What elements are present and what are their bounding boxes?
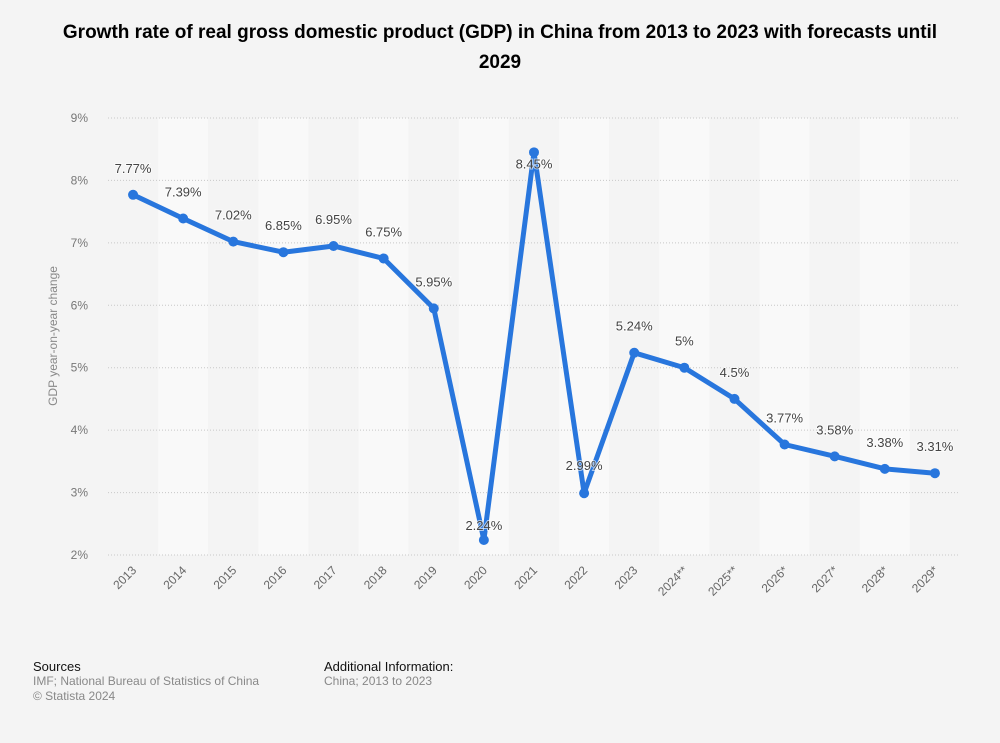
x-tick-label: 2022 — [561, 563, 590, 592]
x-tick-label: 2028* — [859, 563, 891, 595]
y-tick-label: 7% — [71, 236, 89, 250]
x-axis-ticks: 2013 2014 2015 2016 2017 2018 2019 2020 2021 2022… — [110, 563, 941, 599]
column-band — [659, 118, 710, 555]
x-tick-label: 2013 — [110, 563, 139, 592]
column-band — [408, 118, 459, 555]
y-axis-label: GDP year-on-year change — [46, 266, 60, 406]
data-label: 5% — [675, 334, 694, 349]
data-point — [929, 468, 940, 479]
y-tick-label: 5% — [71, 361, 89, 375]
data-point — [729, 393, 740, 404]
column-bands — [108, 118, 960, 555]
column-band — [208, 118, 259, 555]
sources-section: Sources IMF; National Bureau of Statisti… — [33, 659, 259, 704]
data-point — [779, 439, 790, 450]
y-tick-label: 6% — [71, 298, 89, 312]
x-tick-label: 2016 — [261, 563, 290, 592]
column-band — [609, 118, 660, 555]
x-tick-label: 2019 — [411, 563, 440, 592]
additional-info-text: China; 2013 to 2023 — [324, 674, 433, 688]
y-tick-label: 2% — [71, 548, 89, 562]
data-label: 3.58% — [816, 422, 853, 437]
column-band — [809, 118, 860, 555]
data-label: 7.77% — [115, 161, 152, 176]
data-point — [529, 147, 539, 158]
column-band — [308, 118, 359, 555]
column-band — [458, 118, 509, 555]
data-label: 5.24% — [616, 319, 653, 334]
x-tick-label: 2020 — [461, 563, 490, 592]
chart-title: Growth rate of real gross domestic produ… — [62, 22, 938, 73]
column-band — [709, 118, 760, 555]
data-point — [478, 535, 489, 546]
data-point — [428, 303, 439, 314]
x-tick-label: 2018 — [361, 563, 390, 592]
x-tick-label: 2023 — [612, 563, 641, 592]
x-tick-label: 2014 — [161, 563, 190, 592]
y-tick-label: 4% — [71, 423, 89, 437]
sources-text[interactable]: IMF; National Bureau of Statistics of Ch… — [33, 674, 260, 688]
x-tick-label: 2015 — [211, 563, 240, 592]
data-point — [879, 463, 890, 474]
line-chart: 2% 3% 4% 5% 6% 7% 8% 9% GDP year-on-year change… — [46, 111, 960, 599]
data-label: 6.85% — [265, 218, 302, 233]
data-point — [278, 247, 289, 258]
y-tick-label: 3% — [71, 486, 89, 500]
column-band — [108, 118, 159, 555]
data-point — [579, 488, 590, 499]
x-tick-label: 2029* — [909, 563, 941, 595]
y-tick-label: 8% — [71, 173, 89, 187]
x-tick-label: 2017 — [311, 563, 340, 592]
data-label: 4.5% — [720, 365, 750, 380]
data-label: 7.02% — [215, 208, 252, 223]
column-band — [258, 118, 309, 555]
copyright-text: © Statista 2024 — [33, 689, 116, 703]
data-point — [328, 240, 339, 251]
column-band — [158, 118, 209, 555]
data-label: 3.77% — [766, 411, 803, 426]
x-tick-label: 2021 — [511, 563, 540, 592]
data-point — [679, 362, 690, 373]
x-tick-label: 2027* — [809, 563, 841, 595]
data-label: 6.95% — [315, 212, 352, 227]
column-band — [859, 118, 910, 555]
column-band — [909, 118, 960, 555]
data-label: 2.24% — [465, 518, 502, 533]
x-tick-label: 2024** — [655, 563, 691, 599]
data-label: 7.39% — [165, 185, 202, 200]
column-band — [358, 118, 409, 555]
sources-heading: Sources — [33, 659, 81, 674]
data-point — [228, 236, 239, 247]
data-label: 3.38% — [866, 435, 903, 450]
data-label: 3.31% — [917, 439, 954, 454]
x-tick-label: 2026* — [759, 563, 791, 595]
data-label: 5.95% — [415, 274, 452, 289]
data-label: 2.99% — [566, 458, 603, 473]
additional-info-heading: Additional Information: — [324, 659, 454, 674]
data-point — [829, 451, 840, 462]
data-point — [378, 253, 389, 264]
data-label: 8.45% — [516, 156, 553, 171]
additional-info-section: Additional Information: China; 2013 to 2… — [324, 659, 453, 689]
gridlines — [108, 117, 960, 556]
data-point — [178, 213, 189, 224]
column-band — [759, 118, 810, 555]
data-label: 6.75% — [365, 224, 402, 239]
data-point — [629, 347, 640, 358]
series-gdp-growth: 7.77% 7.39% 7.02% 6.85% 6.95% 6.75% 5.95% 2.24%… — [114, 147, 955, 546]
column-band — [508, 118, 560, 555]
y-tick-label: 9% — [71, 111, 89, 125]
x-tick-label: 2025** — [705, 563, 741, 599]
y-axis-ticks: 2% 3% 4% 5% 6% 7% 8% 9% — [71, 111, 89, 562]
data-point — [128, 189, 139, 200]
